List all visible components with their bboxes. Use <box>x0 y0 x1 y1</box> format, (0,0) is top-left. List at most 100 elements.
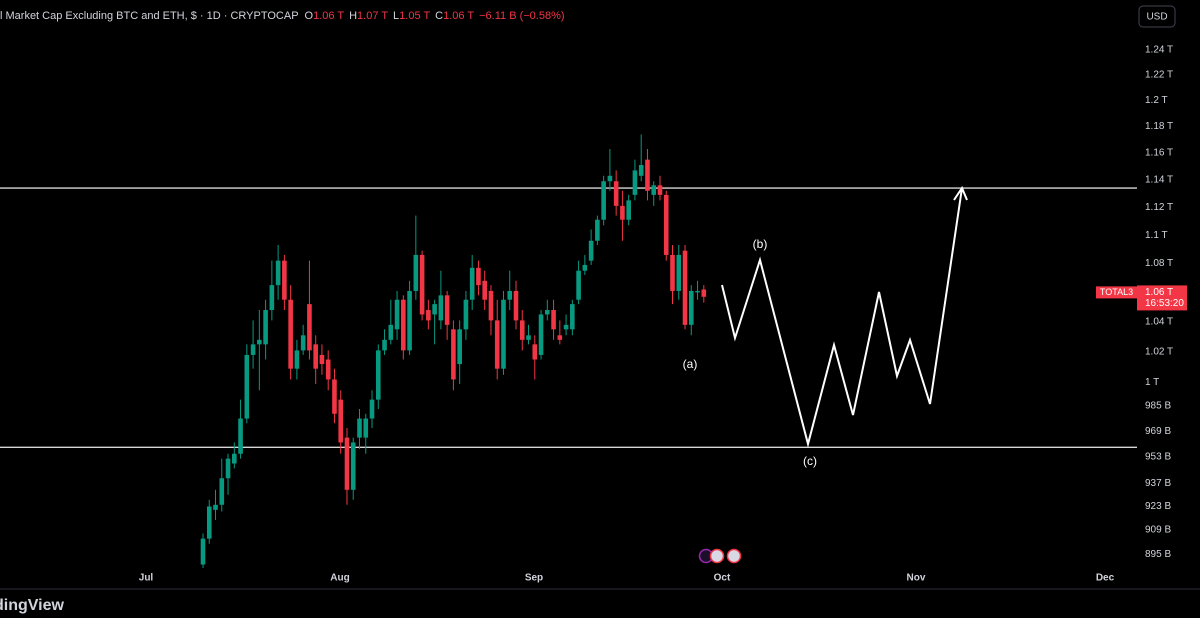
y-tick-label: 1.16 T <box>1145 148 1173 159</box>
stat-value: 1.06 T <box>313 10 344 22</box>
y-tick-label: 1.24 T <box>1145 44 1173 55</box>
candle-body <box>688 290 694 325</box>
last-price-badge <box>1137 285 1187 311</box>
candle-body <box>200 538 206 565</box>
candle-body <box>557 335 563 340</box>
chart-title: l Market Cap Excluding BTC and ETH, $ · … <box>0 10 299 22</box>
candle-body <box>225 458 231 479</box>
candle-body <box>294 350 300 369</box>
candle-body <box>300 335 306 351</box>
x-tick-label: Dec <box>1096 573 1115 584</box>
candle-body <box>319 354 325 365</box>
candle-body <box>401 299 406 351</box>
candle-body <box>407 290 412 351</box>
y-tick-label: 1.02 T <box>1145 347 1173 358</box>
wave-label: (a) <box>683 357 698 371</box>
candle-body <box>419 254 425 315</box>
event-icons <box>698 548 742 564</box>
candle-body <box>238 418 243 454</box>
candle-body <box>219 478 225 505</box>
candle-body <box>570 304 575 330</box>
candle-body <box>538 314 544 355</box>
candle-body <box>663 194 669 255</box>
x-tick-label: Sep <box>525 573 543 584</box>
x-tick-label: Oct <box>714 573 731 584</box>
y-tick-label: 1 T <box>1145 377 1159 388</box>
candle-body <box>206 506 212 539</box>
symbol-badge <box>1096 286 1137 299</box>
candle-body <box>232 453 237 464</box>
stat-value: 1.05 T <box>399 10 430 22</box>
candle-body <box>576 270 581 300</box>
y-tick-label: 985 B <box>1145 401 1171 412</box>
candle-body <box>657 185 663 195</box>
candle-body <box>582 264 588 271</box>
candle-body <box>432 304 437 315</box>
candle-body <box>469 267 475 300</box>
candle-body <box>588 240 594 261</box>
x-tick-label: Nov <box>907 573 926 584</box>
candle-body <box>444 295 450 325</box>
countdown-label: 16:53:20 <box>1145 298 1184 309</box>
candle-body <box>344 437 350 490</box>
y-tick-label: 895 B <box>1145 549 1171 560</box>
y-tick-label: 923 B <box>1145 501 1171 512</box>
currency-label: USD <box>1146 12 1167 23</box>
candle-body <box>488 290 494 321</box>
y-tick-label: 953 B <box>1145 452 1171 463</box>
candle-body <box>651 185 657 195</box>
candle-body <box>363 418 369 438</box>
candle-body <box>375 350 381 400</box>
candle-body <box>338 399 344 443</box>
candle-body <box>244 354 250 419</box>
x-tick-label: Aug <box>330 573 349 584</box>
y-tick-label: 1.04 T <box>1145 317 1173 328</box>
y-tick-label: 1.22 T <box>1145 70 1173 81</box>
candle-body <box>313 344 318 369</box>
candle-body <box>275 260 281 286</box>
candle-body <box>213 504 218 510</box>
y-tick-label: 1.12 T <box>1145 202 1173 213</box>
candle-body <box>626 200 631 220</box>
stat-value: 1.07 T <box>357 10 388 22</box>
candle-body <box>482 280 487 300</box>
candle-body <box>507 290 513 300</box>
currency-button[interactable] <box>1138 5 1176 28</box>
candle-body <box>438 295 444 321</box>
candle-body <box>350 442 356 490</box>
wave-label: (c) <box>803 454 817 468</box>
header-text: l Market Cap Excluding BTC and ETH, $ · … <box>0 10 565 22</box>
y-tick-label: 1.08 T <box>1145 258 1173 269</box>
stat-key: L <box>393 10 399 22</box>
candle-body <box>332 379 337 414</box>
candle-body <box>325 359 331 380</box>
candle-body <box>357 418 362 438</box>
wave-projection <box>721 185 968 448</box>
candle-body <box>388 324 394 340</box>
y-tick-label: 969 B <box>1145 426 1171 437</box>
wave-label: (b) <box>753 237 768 251</box>
candle-body <box>394 299 400 330</box>
candle-body <box>682 250 688 325</box>
candle-body <box>263 310 268 345</box>
candle-body <box>451 329 456 380</box>
projection-path <box>721 187 963 448</box>
symbol-label: TOTAL3 <box>1100 287 1133 297</box>
y-tick-label: 1.18 T <box>1145 121 1173 132</box>
candle-body <box>607 175 613 182</box>
stat-value: 1.06 T <box>443 10 474 22</box>
y-tick-label: 909 B <box>1145 525 1171 536</box>
candle-body <box>670 254 675 291</box>
candle-body <box>250 344 256 355</box>
candle-body <box>382 339 387 351</box>
projection-arrowhead <box>953 185 968 201</box>
change-value: −6.11 B (−0.58%) <box>479 10 564 22</box>
y-tick-label: 1.14 T <box>1145 175 1173 186</box>
candle-body <box>413 254 419 291</box>
candle-body <box>426 310 431 321</box>
candle-body <box>545 310 550 315</box>
event-icon <box>709 548 725 564</box>
